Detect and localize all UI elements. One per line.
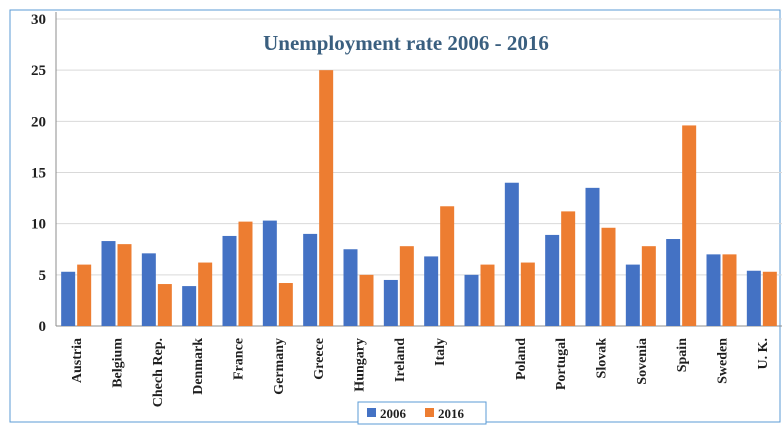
bar-2006-portugal bbox=[545, 234, 560, 326]
bar-2006-austria bbox=[61, 271, 76, 326]
bar-2016-germany bbox=[278, 283, 293, 326]
bar-2006-poland bbox=[504, 182, 519, 326]
legend: 2006 2016 bbox=[357, 401, 487, 425]
bar-2016-france bbox=[238, 221, 253, 326]
bar-2016-sovenia bbox=[641, 246, 656, 326]
bar-2016-austria bbox=[77, 264, 92, 326]
bar-2006-chech-rep bbox=[141, 253, 156, 326]
y-tick-label: 15 bbox=[31, 166, 46, 182]
bar-2016-u-k bbox=[762, 271, 777, 326]
y-tick-label: 20 bbox=[31, 114, 46, 130]
bar-2016-slovak bbox=[601, 227, 616, 326]
x-category-label: Ireland bbox=[393, 338, 408, 382]
legend-label-2016: 2016 bbox=[438, 406, 465, 421]
bar-2006-u-k bbox=[746, 270, 761, 326]
legend-box bbox=[357, 401, 487, 425]
y-tick-label: 10 bbox=[31, 217, 46, 233]
x-category-label: Greece bbox=[312, 338, 327, 380]
x-category-label: Germany bbox=[272, 338, 287, 395]
bar-2016-hungary bbox=[359, 274, 374, 326]
bar-2006-spain bbox=[666, 239, 681, 326]
bar-2016-spain bbox=[682, 125, 697, 326]
x-category-label: Sweden bbox=[716, 338, 731, 384]
bar-2006-germany bbox=[262, 220, 277, 326]
bar-2016-belgium bbox=[117, 244, 132, 326]
bar-2016-portugal bbox=[561, 211, 576, 326]
bar-2006-slovak bbox=[585, 187, 600, 326]
bar-2006-ireland bbox=[383, 279, 398, 326]
bar-2016-ireland bbox=[399, 246, 414, 326]
bar-2016-denmark bbox=[198, 262, 213, 326]
chart-title: Unemployment rate 2006 - 2016 bbox=[263, 31, 549, 55]
y-tick-label: 0 bbox=[39, 319, 47, 335]
y-tick-label: 30 bbox=[31, 12, 46, 28]
bar-2016-greece bbox=[319, 70, 334, 327]
y-tick-label: 5 bbox=[39, 268, 47, 284]
bar-2006-hungary bbox=[343, 249, 358, 326]
legend-swatch-2016 bbox=[425, 408, 434, 417]
x-category-label: Poland bbox=[514, 338, 529, 380]
y-tick-label: 25 bbox=[31, 63, 46, 79]
x-category-label: Slovak bbox=[595, 338, 610, 379]
x-category-label: France bbox=[232, 338, 247, 380]
x-axis-categories: Austria Belgium Chech Rep. Denmark France Ger… bbox=[70, 338, 771, 408]
bar-2016-chech-rep bbox=[157, 284, 172, 326]
bar-2016-sweden bbox=[722, 254, 737, 326]
x-category-label: Chech Rep. bbox=[151, 338, 166, 407]
grid-lines bbox=[56, 18, 782, 276]
x-category-label: Belgium bbox=[111, 338, 126, 388]
axes bbox=[55, 12, 782, 327]
bar-2006-sovenia bbox=[625, 264, 640, 326]
bar-2016-poland bbox=[520, 262, 535, 326]
x-category-label: Spain bbox=[675, 338, 690, 372]
x-category-label: Denmark bbox=[191, 338, 206, 395]
x-category-label: Sovenia bbox=[635, 338, 650, 385]
x-category-label: U. K. bbox=[756, 338, 771, 370]
bars bbox=[61, 70, 777, 327]
bar-2016-cat10 bbox=[480, 264, 495, 326]
bar-2006-cat10 bbox=[464, 274, 479, 326]
bar-2006-greece bbox=[303, 233, 318, 326]
chart-frame bbox=[9, 9, 781, 423]
bar-2006-italy bbox=[424, 256, 439, 326]
bar-2006-denmark bbox=[182, 286, 197, 326]
x-category-label: Austria bbox=[70, 338, 85, 383]
bar-2006-sweden bbox=[706, 254, 721, 326]
x-category-label: Portugal bbox=[554, 338, 569, 390]
y-axis-ticks: 0 5 10 15 20 25 30 bbox=[31, 12, 46, 335]
x-category-label: Hungary bbox=[353, 338, 368, 392]
bar-2006-belgium bbox=[101, 241, 116, 326]
bar-2016-italy bbox=[440, 206, 455, 326]
legend-swatch-2006 bbox=[367, 408, 376, 417]
bar-2006-france bbox=[222, 235, 237, 326]
legend-label-2006: 2006 bbox=[380, 406, 407, 421]
x-category-label: Italy bbox=[433, 338, 448, 366]
